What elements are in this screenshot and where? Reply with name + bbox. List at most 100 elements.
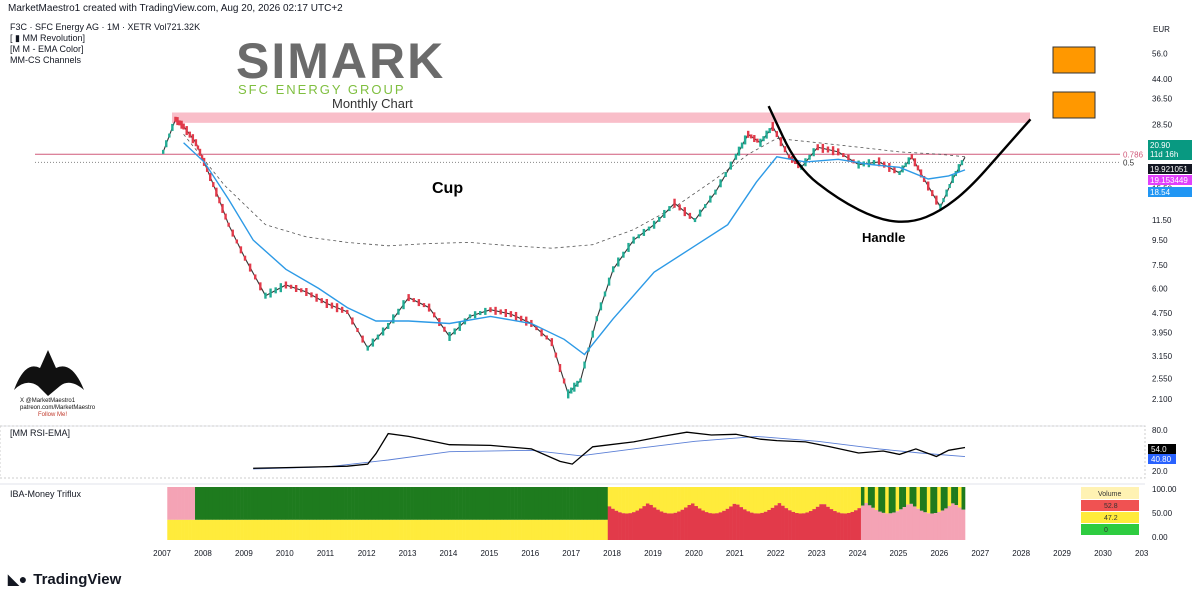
money-flow-bar-bottom [382,519,387,540]
price-candle [746,130,750,138]
money-flow-bar-bottom [912,506,917,540]
money-flow-bar-bottom [534,519,539,540]
money-flow-bar-bottom [583,519,588,540]
money-flow-bar-top [916,487,921,509]
price-candle [658,216,661,222]
money-flow-bar-bottom [850,511,855,540]
money-flow-bar-bottom [510,519,515,540]
money-flow-bar-top [555,487,560,520]
money-flow-bar-top [566,487,570,520]
price-candle [945,189,948,197]
indicator-cs-channels[interactable]: MM-CS Channels [10,55,82,65]
money-flow-bar-top [899,487,903,510]
price-candle [812,148,815,157]
rsi-axis-label: 20.0 [1152,467,1168,476]
price-candle [215,187,218,197]
x-tick-label: 2010 [276,549,294,558]
money-flow-bar-top [260,487,265,520]
money-flow-bar-top [371,487,376,520]
x-tick-label: 2024 [849,549,867,558]
x-tick-label: 2026 [930,549,948,558]
money-flow-bar-top [885,487,889,514]
money-flow-bar-bottom [569,519,574,540]
money-flow-bar-bottom [628,513,633,540]
money-flow-bar-top [749,487,754,513]
indicator-ema-color[interactable]: [M M - EMA Color] [10,44,84,54]
money-flow-bar-bottom [517,519,522,540]
price-axis[interactable]: EUR56.044.0036.5028.5022.5015.5011.509.5… [1148,25,1192,404]
volume-table-cell [1081,512,1139,523]
price-candle [821,143,825,153]
x-tick-label: 2015 [480,549,498,558]
time-axis[interactable]: 2007 2008 2009 2010 2011 2012 2013 2014 2015 2016… [153,549,1149,558]
money-flow-bar-bottom [815,506,820,540]
money-flow-bar-bottom [663,512,668,540]
money-flow-bar-bottom [656,509,661,540]
money-flow-bar-top [888,487,893,514]
money-flow-bar-bottom [274,519,279,540]
x-tick-label: 2011 [317,549,335,558]
price-candle [468,314,472,319]
money-flow-bar-top [770,487,775,508]
money-flow-bar-top [396,487,400,520]
money-flow-bar-top [583,487,588,520]
rsi-tag [1148,454,1176,464]
money-flow-bar-top [167,487,172,520]
price-candle [663,209,666,218]
money-flow-bar-bottom [826,506,831,540]
money-flow-bar-top [725,487,730,509]
money-flow-bar-top [573,487,577,520]
money-flow-bar-bottom [926,513,931,540]
price-candle [709,195,712,203]
price-candle [351,317,354,325]
x-tick-label: 2027 [971,549,989,558]
price-candle [768,128,771,134]
money-flow-bar-top [847,487,851,514]
price-candle [603,291,607,297]
currency-label: EUR [1153,25,1170,34]
price-candle [205,166,209,172]
money-flow-bar-top [718,487,723,513]
tradingview-logo[interactable]: ◣● TradingView [8,571,121,588]
price-candle [514,311,518,321]
money-flow-bar-top [410,487,414,520]
money-flow-bar-bottom [673,512,678,540]
x-tick-label: 2008 [194,549,212,558]
money-flow-bar-top [406,487,411,520]
money-flow-bar-top [795,487,799,514]
price-candle [196,145,200,150]
money-flow-bar-bottom [822,504,827,540]
price-candle [422,303,426,308]
money-flow-bar-top [788,487,792,511]
price-candle [622,251,625,258]
money-flow-bar-top [958,487,962,508]
rsi-tag [1148,444,1176,454]
price-candle [248,263,252,272]
money-flow-bar-top [576,487,581,520]
money-flow-bar-bottom [427,519,432,540]
money-flow-bar-bottom [458,519,463,540]
money-flow-bar-bottom [871,507,876,540]
money-flow-bar-bottom [399,519,404,540]
money-flow-bar-bottom [670,513,674,540]
money-flow-bar-bottom [299,519,303,540]
price-tag-value: 19.153449 [1150,176,1188,185]
price-candle [765,130,768,139]
symbol-line[interactable]: F3C · SFC Energy AG · 1M · XETR Vol721.3… [10,22,201,32]
price-candle [458,321,461,331]
money-flow-bar-top [961,487,966,510]
y-tick-label: 9.50 [1152,236,1168,245]
price-candle [719,179,722,188]
money-flow-bar-bottom [958,507,962,540]
money-flow-bar-top [826,487,831,507]
money-flow-bar-top [954,487,959,506]
money-flow-bar-top [715,487,720,514]
price-candle [473,311,477,319]
price-candle [200,155,204,160]
price-candle [484,307,487,315]
money-flow-bar-bottom [243,519,248,540]
money-flow-bar-bottom [229,519,234,540]
money-flow-bar-bottom [396,519,400,540]
indicator-revolution[interactable]: [ ▮ MM Revolution] [10,33,85,43]
